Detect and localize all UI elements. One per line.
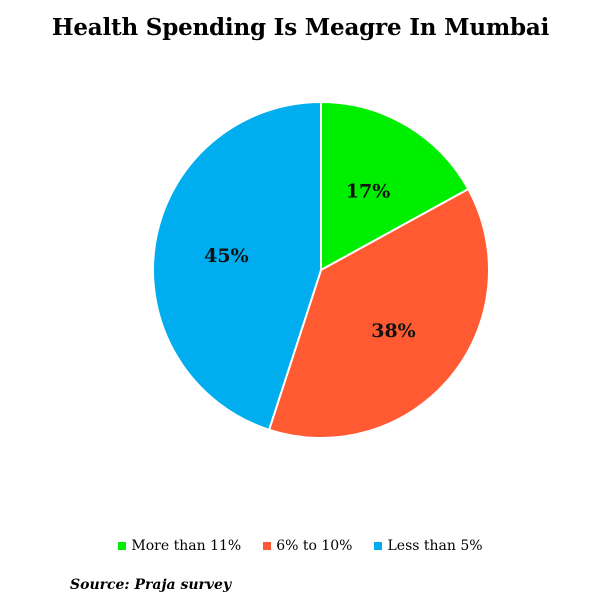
legend-swatch-more-than-11 (118, 542, 127, 550)
pie-slice-less-than-5 (152, 100, 322, 432)
legend: More than 11% 6% to 10% Less than 5% (0, 538, 601, 554)
pie-slice-6-to-10 (267, 187, 491, 439)
source-note: Source: Praja survey (70, 577, 232, 593)
data-label-less-than-5: 45% (204, 245, 249, 267)
legend-swatch-less-than-5 (374, 542, 383, 550)
legend-label-less-than-5: Less than 5% (387, 538, 483, 554)
chart-title: Health Spending Is Meagre In Mumbai (51, 14, 550, 41)
legend-item-6-to-10: 6% to 10% (263, 538, 352, 554)
legend-item-less-than-5: Less than 5% (374, 538, 483, 554)
data-label-more-than-11: 17% (346, 180, 391, 202)
legend-swatch-6-to-10 (263, 542, 272, 550)
legend-label-6-to-10: 6% to 10% (276, 538, 353, 554)
legend-label-more-than-11: More than 11% (131, 538, 242, 554)
pie-slice-more-than-11 (320, 100, 470, 272)
data-label-6-to-10: 38% (371, 320, 416, 342)
legend-item-more-than-11: More than 11% (118, 538, 241, 554)
